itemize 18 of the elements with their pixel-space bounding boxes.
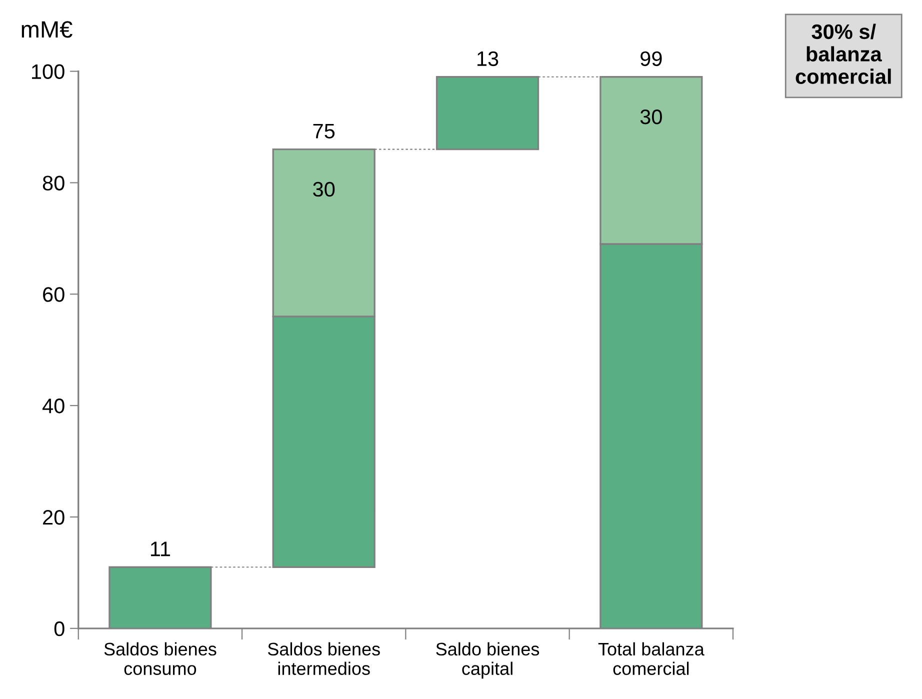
- y-tick-label: 100: [32, 64, 64, 80]
- y-tick-label: 60: [43, 287, 64, 302]
- data-label: 30: [313, 182, 335, 197]
- y-axis-title: mM€: [22, 21, 72, 38]
- y-tick-label: 40: [42, 398, 64, 414]
- x-tick-label: Total balanza comercial: [598, 642, 704, 675]
- x-tick-label: Saldos bienes consumo: [104, 642, 216, 675]
- annotation: 13: [478, 51, 498, 66]
- annotation: 11: [150, 542, 170, 556]
- x-tick-label: Saldos bienes intermedios: [268, 642, 380, 675]
- annotation: 99: [640, 51, 662, 66]
- y-tick-label: 80: [42, 176, 64, 190]
- annotation: 75: [313, 124, 335, 138]
- text: 30% s/ balanza comercial: [796, 24, 891, 84]
- y-tick-label: 0: [54, 621, 64, 636]
- y-tick-label: 20: [43, 510, 64, 525]
- data-label: 30: [640, 109, 662, 124]
- x-tick-label: Saldo bienes capital: [436, 642, 540, 679]
